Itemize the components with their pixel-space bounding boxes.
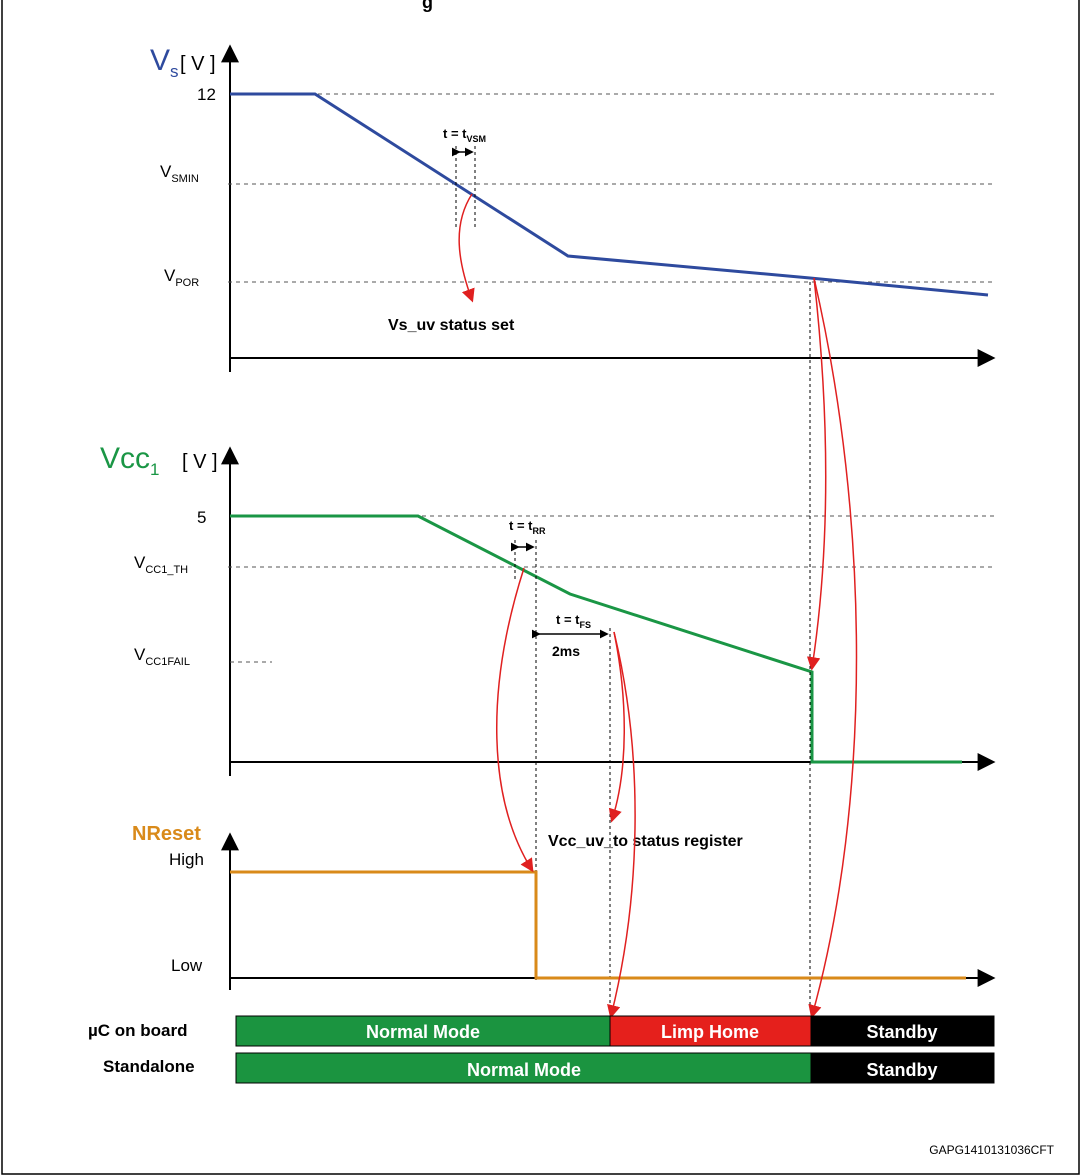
vs-axis-unit: [ V ] [180,53,216,75]
vs-panel: Vs [ V ] 12 VSMIN VPOR t = tVSM Vs_uv st… [150,44,996,372]
tfs-label: t = tFS [556,612,591,630]
uc-normal-mode-bar [235,1015,611,1047]
vs-12-label: 12 [197,85,216,104]
standalone-label: Standalone [103,1057,195,1076]
uc-limp-home-text: Limp Home [661,1022,759,1042]
vcc-th-to-nreset-arrow [496,567,534,873]
vsmin-to-status-arrow [458,193,475,303]
figure-title-fragment: g [422,0,433,12]
vpor-label: VPOR [164,266,199,289]
vcc-panel: Vcc1 [ V ] 5 VCC1_TH VCC1FAIL t = tRR t … [100,282,996,1010]
sa-normal-mode-bar [235,1052,812,1084]
nreset-waveform [230,870,966,980]
uc-normal-mode-text: Normal Mode [366,1022,480,1042]
tvsm-label: t = tVSM [443,126,486,144]
nreset-low-label: Low [171,956,203,975]
vcc-th-label: VCC1_TH [134,553,188,576]
vsmin-label: VSMIN [160,162,199,185]
vpor-to-standby-arrow [808,277,858,1019]
cause-arrows [458,193,858,1019]
uc-standby-text: Standby [866,1022,937,1042]
sa-standby-text: Standby [866,1060,937,1080]
tfs-to-limp-home-arrow [607,631,636,1019]
tfs-delay-label: 2ms [552,643,580,659]
vs-axis-label: Vs [150,44,179,81]
vcc-5-label: 5 [197,508,206,527]
nreset-high-label: High [169,850,204,869]
vcc-waveform [230,514,962,764]
sa-normal-mode-text: Normal Mode [467,1060,581,1080]
vcc-axis-label: Vcc1 [100,442,159,479]
mode-bars: µC on board Standalone Normal Mode Limp … [88,1015,995,1084]
vcc-axis-unit: [ V ] [182,451,218,473]
uc-standby-bar [810,1015,995,1047]
figure-code: GAPG1410131036CFT [929,1143,1054,1157]
trr-label: t = tRR [509,518,546,536]
vcc-uv-to-status-label: Vcc_uv_to status register [548,833,743,850]
vs-waveform [230,92,989,297]
uc-on-board-label: µC on board [88,1021,188,1040]
vpor-to-vcc-drop-arrow [806,277,827,671]
vcc-fail-label: VCC1FAIL [134,645,190,668]
tfs-to-register-arrow [608,631,625,823]
sa-standby-bar [810,1052,995,1084]
nreset-axis-label: NReset [132,823,201,845]
vs-uv-status-label: Vs_uv status set [388,317,515,334]
nreset-panel: NReset High Low Vcc_uv_to status registe… [132,823,996,990]
